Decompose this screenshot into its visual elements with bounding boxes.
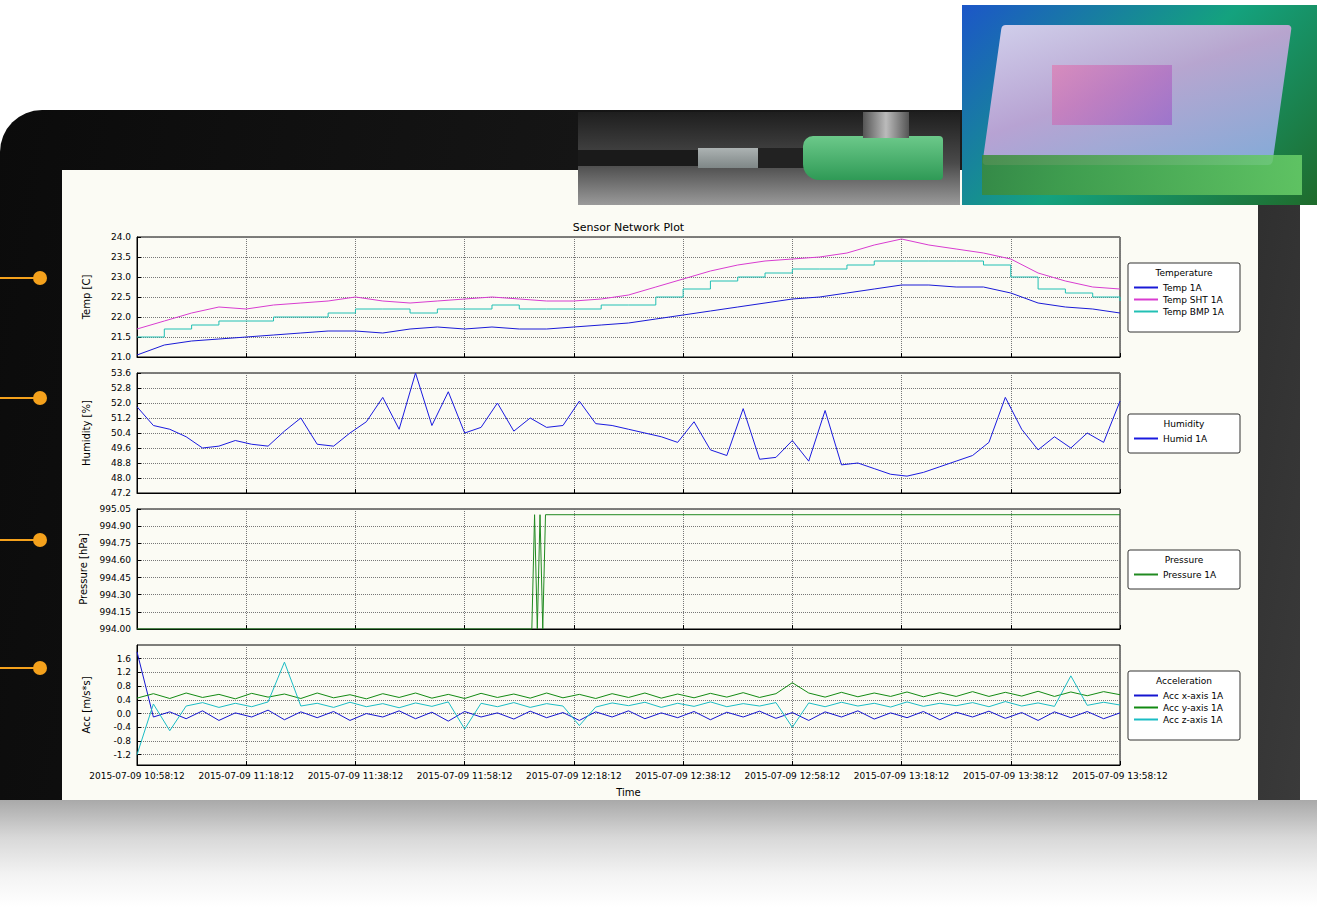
svg-text:994.45: 994.45 bbox=[100, 573, 132, 583]
svg-text:21.5: 21.5 bbox=[111, 332, 131, 342]
svg-text:994.90: 994.90 bbox=[100, 521, 132, 531]
svg-text:Acc x-axis 1A: Acc x-axis 1A bbox=[1163, 691, 1224, 701]
svg-text:Acceleration: Acceleration bbox=[1156, 676, 1212, 686]
svg-text:0.0: 0.0 bbox=[117, 709, 132, 719]
svg-text:Acc z-axis 1A: Acc z-axis 1A bbox=[1163, 715, 1223, 725]
svg-text:21.0: 21.0 bbox=[111, 352, 131, 362]
svg-text:49.6: 49.6 bbox=[111, 443, 131, 453]
svg-text:24.0: 24.0 bbox=[111, 232, 131, 242]
svg-text:Humid 1A: Humid 1A bbox=[1163, 434, 1208, 444]
svg-text:Humidity [%]: Humidity [%] bbox=[81, 400, 92, 466]
svg-text:2015-07-09 11:18:12: 2015-07-09 11:18:12 bbox=[198, 771, 294, 781]
svg-text:2015-07-09 10:58:12: 2015-07-09 10:58:12 bbox=[89, 771, 185, 781]
svg-text:Temp BMP 1A: Temp BMP 1A bbox=[1162, 307, 1225, 317]
svg-text:Temp [C]: Temp [C] bbox=[81, 275, 92, 321]
svg-text:48.0: 48.0 bbox=[111, 473, 131, 483]
svg-text:2015-07-09 13:58:12: 2015-07-09 13:58:12 bbox=[1072, 771, 1168, 781]
svg-text:22.5: 22.5 bbox=[111, 292, 131, 302]
svg-text:-0.8: -0.8 bbox=[113, 736, 131, 746]
svg-text:-1.2: -1.2 bbox=[113, 750, 131, 760]
svg-text:48.8: 48.8 bbox=[111, 458, 131, 468]
svg-text:Pressure [hPa]: Pressure [hPa] bbox=[78, 533, 89, 605]
svg-text:Temp 1A: Temp 1A bbox=[1162, 283, 1203, 293]
svg-text:Pressure: Pressure bbox=[1165, 555, 1204, 565]
svg-text:2015-07-09 13:18:12: 2015-07-09 13:18:12 bbox=[854, 771, 950, 781]
svg-text:52.0: 52.0 bbox=[111, 398, 131, 408]
svg-text:Time: Time bbox=[615, 787, 640, 798]
svg-text:51.2: 51.2 bbox=[111, 413, 131, 423]
svg-text:-0.4: -0.4 bbox=[113, 722, 131, 732]
svg-text:Humidity: Humidity bbox=[1164, 419, 1205, 429]
svg-text:50.4: 50.4 bbox=[111, 428, 131, 438]
svg-text:52.8: 52.8 bbox=[111, 383, 131, 393]
svg-text:1.2: 1.2 bbox=[117, 667, 131, 677]
svg-text:23.5: 23.5 bbox=[111, 252, 131, 262]
svg-text:994.15: 994.15 bbox=[100, 607, 132, 617]
svg-text:2015-07-09 12:58:12: 2015-07-09 12:58:12 bbox=[745, 771, 841, 781]
svg-text:Acc [m/s*s]: Acc [m/s*s] bbox=[81, 676, 92, 733]
svg-text:Sensor Network Plot: Sensor Network Plot bbox=[573, 221, 685, 234]
svg-text:995.05: 995.05 bbox=[100, 504, 132, 514]
svg-text:994.00: 994.00 bbox=[100, 624, 132, 634]
svg-text:994.60: 994.60 bbox=[100, 555, 132, 565]
svg-text:994.30: 994.30 bbox=[100, 590, 132, 600]
svg-text:0.4: 0.4 bbox=[117, 695, 132, 705]
svg-text:2015-07-09 11:58:12: 2015-07-09 11:58:12 bbox=[417, 771, 513, 781]
svg-text:Acc y-axis 1A: Acc y-axis 1A bbox=[1163, 703, 1224, 713]
svg-text:0.8: 0.8 bbox=[117, 681, 132, 691]
svg-text:22.0: 22.0 bbox=[111, 312, 131, 322]
svg-text:23.0: 23.0 bbox=[111, 272, 131, 282]
svg-text:2015-07-09 13:38:12: 2015-07-09 13:38:12 bbox=[963, 771, 1059, 781]
svg-text:2015-07-09 11:38:12: 2015-07-09 11:38:12 bbox=[308, 771, 404, 781]
svg-text:994.75: 994.75 bbox=[100, 538, 132, 548]
svg-text:47.2: 47.2 bbox=[111, 488, 131, 498]
svg-text:Temp SHT 1A: Temp SHT 1A bbox=[1162, 295, 1223, 305]
svg-text:Pressure 1A: Pressure 1A bbox=[1163, 570, 1217, 580]
svg-text:1.6: 1.6 bbox=[117, 654, 132, 664]
svg-text:53.6: 53.6 bbox=[111, 368, 131, 378]
svg-text:Temperature: Temperature bbox=[1154, 268, 1212, 278]
svg-text:2015-07-09 12:18:12: 2015-07-09 12:18:12 bbox=[526, 771, 622, 781]
svg-text:2015-07-09 12:38:12: 2015-07-09 12:38:12 bbox=[635, 771, 731, 781]
